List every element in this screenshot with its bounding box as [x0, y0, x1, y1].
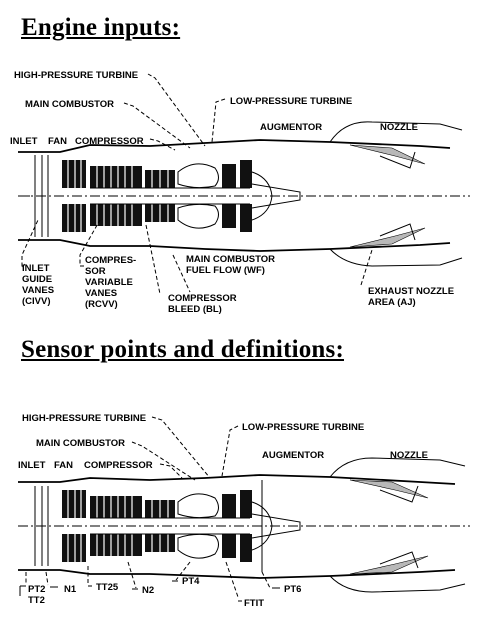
- label-augmentor: AUGMENTOR: [260, 122, 322, 133]
- label-exhaust-nozzle-area: EXHAUST NOZZLE AREA (AJ): [368, 286, 454, 308]
- svg-text:BLEED (BL): BLEED (BL): [168, 304, 222, 315]
- sensor-tt2: TT2: [28, 595, 45, 606]
- svg-text:SOR: SOR: [85, 266, 106, 277]
- label-fan: FAN: [54, 460, 73, 471]
- svg-text:(RCVV): (RCVV): [85, 299, 118, 310]
- engine-cutaway: [18, 457, 470, 593]
- svg-text:GUIDE: GUIDE: [22, 274, 52, 285]
- label-compressor-bleed: COMPRESSOR BLEED (BL): [168, 293, 237, 315]
- svg-text:VANES: VANES: [22, 285, 54, 296]
- label-augmentor: AUGMENTOR: [262, 450, 324, 461]
- label-low-pressure-turbine: LOW-PRESSURE TURBINE: [242, 422, 364, 433]
- sensor-pt4: PT4: [182, 576, 200, 587]
- label-compressor: COMPRESSOR: [75, 136, 144, 147]
- svg-text:AREA (AJ): AREA (AJ): [368, 297, 416, 308]
- svg-text:EXHAUST NOZZLE: EXHAUST NOZZLE: [368, 286, 454, 297]
- label-inlet: INLET: [18, 460, 46, 471]
- sensor-n2: N2: [142, 585, 154, 596]
- sensor-pt6: PT6: [284, 584, 301, 595]
- sensor-pt2: PT2: [28, 584, 45, 595]
- engine-inputs-heading: Engine inputs:: [21, 14, 181, 41]
- label-fan: FAN: [48, 136, 67, 147]
- svg-text:FUEL FLOW (WF): FUEL FLOW (WF): [186, 265, 265, 276]
- label-compressor: COMPRESSOR: [84, 460, 153, 471]
- label-nozzle: NOZZLE: [390, 450, 428, 461]
- svg-text:COMPRES-: COMPRES-: [85, 255, 136, 266]
- svg-text:COMPRESSOR: COMPRESSOR: [168, 293, 237, 304]
- label-high-pressure-turbine: HIGH-PRESSURE TURBINE: [14, 70, 138, 81]
- sensor-tt25: TT25: [96, 582, 119, 593]
- engine-cutaway: [18, 121, 470, 267]
- leader-lines: [21, 73, 373, 295]
- label-inlet: INLET: [10, 136, 38, 147]
- label-high-pressure-turbine: HIGH-PRESSURE TURBINE: [22, 413, 146, 424]
- label-fuel-flow: MAIN COMBUSTOR FUEL FLOW (WF): [186, 254, 275, 276]
- svg-text:INLET: INLET: [22, 263, 50, 274]
- sensor-points-diagram: HIGH-PRESSURE TURBINE MAIN COMBUSTOR LOW…: [18, 413, 470, 609]
- label-low-pressure-turbine: LOW-PRESSURE TURBINE: [230, 96, 352, 107]
- svg-text:MAIN COMBUSTOR: MAIN COMBUSTOR: [186, 254, 275, 265]
- engine-inputs-diagram: HIGH-PRESSURE TURBINE MAIN COMBUSTOR LOW…: [10, 70, 470, 315]
- leader-lines: [25, 416, 271, 598]
- label-rcvv: COMPRES- SOR VARIABLE VANES (RCVV): [85, 255, 136, 310]
- sensor-ftit: FTIT: [244, 598, 264, 609]
- sensor-n1: N1: [64, 584, 77, 595]
- label-nozzle: NOZZLE: [380, 122, 418, 133]
- label-civv: INLET GUIDE VANES (CIVV): [22, 263, 54, 307]
- sensor-points-heading: Sensor points and definitions:: [21, 336, 344, 363]
- label-main-combustor: MAIN COMBUSTOR: [36, 438, 125, 449]
- label-main-combustor: MAIN COMBUSTOR: [25, 99, 114, 110]
- svg-text:VANES: VANES: [85, 288, 117, 299]
- svg-text:VARIABLE: VARIABLE: [85, 277, 133, 288]
- svg-text:(CIVV): (CIVV): [22, 296, 51, 307]
